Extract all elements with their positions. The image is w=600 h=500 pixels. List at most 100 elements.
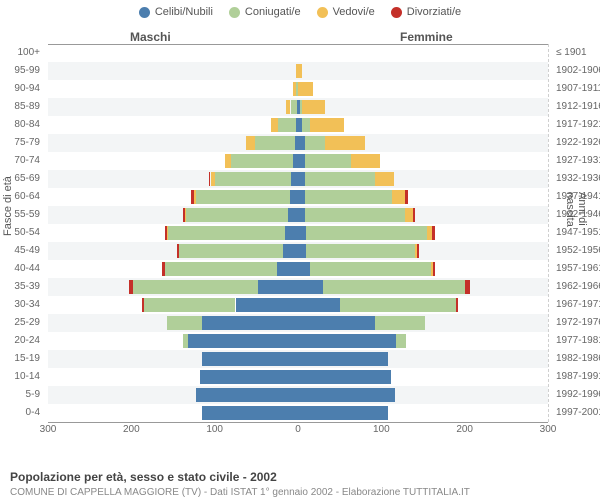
bar-female-single: [298, 154, 305, 168]
age-row: [48, 80, 548, 98]
bar-female-divorced: [405, 190, 407, 204]
age-row: [48, 170, 548, 188]
bar-female-married: [302, 118, 310, 132]
bar-male-widowed: [246, 136, 254, 150]
xtick: 200: [456, 424, 473, 435]
bar-male-married: [255, 136, 295, 150]
bar-male-single: [283, 244, 298, 258]
ytick-right: 1932-1936: [556, 170, 600, 188]
xtick: 200: [123, 424, 140, 435]
ytick-right: 1917-1921: [556, 116, 600, 134]
bar-female-married: [375, 316, 425, 330]
bar-male-single: [202, 352, 298, 366]
bar-female-single: [298, 244, 306, 258]
bar-female-married: [340, 298, 457, 312]
age-row: [48, 404, 548, 422]
age-row: [48, 278, 548, 296]
bar-male-single: [196, 388, 298, 402]
legend-label: Vedovi/e: [333, 6, 375, 18]
bar-male-single: [236, 298, 298, 312]
ytick-left: 80-84: [0, 116, 40, 134]
age-row: [48, 368, 548, 386]
bar-male-single: [288, 208, 298, 222]
bar-male-single: [291, 172, 298, 186]
bar-male-married: [278, 118, 296, 132]
age-row: [48, 386, 548, 404]
bar-female-single: [298, 298, 340, 312]
bar-male-divorced: [129, 280, 133, 294]
ytick-right: 1987-1991: [556, 368, 600, 386]
bar-male-widowed: [211, 172, 215, 186]
ytick-left: 75-79: [0, 134, 40, 152]
bar-female-married: [305, 190, 392, 204]
bar-female-single: [298, 352, 388, 366]
legend-label: Divorziati/e: [407, 6, 461, 18]
bar-female-single: [298, 190, 305, 204]
ytick-right: 1992-1996: [556, 386, 600, 404]
bar-female-married: [305, 172, 376, 186]
age-row: [48, 332, 548, 350]
legend-swatch: [317, 7, 328, 18]
bar-female-married: [305, 154, 351, 168]
xtick: 300: [40, 424, 57, 435]
bar-male-divorced: [177, 244, 179, 258]
ytick-right: 1952-1956: [556, 242, 600, 260]
bar-female-married: [310, 262, 431, 276]
bar-male-widowed: [194, 190, 196, 204]
bar-female-widowed: [392, 190, 405, 204]
bar-male-divorced: [162, 262, 164, 276]
ytick-left: 100+: [0, 44, 40, 62]
legend-item: Vedovi/e: [317, 6, 375, 18]
bar-male-divorced: [142, 298, 144, 312]
bar-male-single: [277, 262, 298, 276]
ytick-left: 25-29: [0, 314, 40, 332]
y-axis-right-title: Anni di nascita: [564, 192, 588, 227]
chart-subtitle: COMUNE DI CAPPELLA MAGGIORE (TV) - Dati …: [10, 487, 470, 498]
bar-female-widowed: [405, 208, 413, 222]
age-row: [48, 206, 548, 224]
bar-male-married: [231, 154, 293, 168]
bar-male-widowed: [167, 226, 168, 240]
bar-female-widowed: [298, 82, 313, 96]
bar-female-single: [298, 226, 306, 240]
bar-male-divorced: [183, 208, 185, 222]
bar-female-divorced: [417, 244, 419, 258]
ytick-right: 1907-1911: [556, 80, 600, 98]
xtick: 0: [295, 424, 301, 435]
bar-male-married: [215, 172, 292, 186]
legend-swatch: [139, 7, 150, 18]
bar-male-divorced: [209, 172, 211, 186]
bar-male-divorced: [191, 190, 193, 204]
ytick-left: 5-9: [0, 386, 40, 404]
bar-male-widowed: [185, 208, 187, 222]
bar-female-widowed: [302, 100, 325, 114]
bar-female-single: [298, 316, 375, 330]
legend: Celibi/NubiliConiugati/eVedovi/eDivorzia…: [0, 0, 600, 20]
xtick: 100: [373, 424, 390, 435]
age-row: [48, 152, 548, 170]
bar-male-married: [291, 100, 298, 114]
bar-male-widowed: [293, 82, 296, 96]
age-row: [48, 296, 548, 314]
ytick-right: 1957-1961: [556, 260, 600, 278]
bar-female-divorced: [465, 280, 469, 294]
bar-female-widowed: [298, 64, 302, 78]
bar-male-divorced: [165, 226, 167, 240]
ytick-left: 35-39: [0, 278, 40, 296]
age-row: [48, 224, 548, 242]
bar-female-widowed: [351, 154, 379, 168]
bar-female-married: [306, 244, 414, 258]
ytick-right: 1982-1986: [556, 350, 600, 368]
age-row: [48, 62, 548, 80]
y-axis-left-title: Fasce di età: [2, 176, 14, 236]
ytick-right: 1977-1981: [556, 332, 600, 350]
bar-male-widowed: [225, 154, 232, 168]
ytick-left: 20-24: [0, 332, 40, 350]
bar-female-widowed: [325, 136, 364, 150]
legend-item: Divorziati/e: [391, 6, 461, 18]
age-row: [48, 260, 548, 278]
bar-female-married: [306, 226, 427, 240]
bar-male-single: [202, 406, 298, 420]
ytick-right: 1912-1916: [556, 98, 600, 116]
bar-male-single: [285, 226, 298, 240]
